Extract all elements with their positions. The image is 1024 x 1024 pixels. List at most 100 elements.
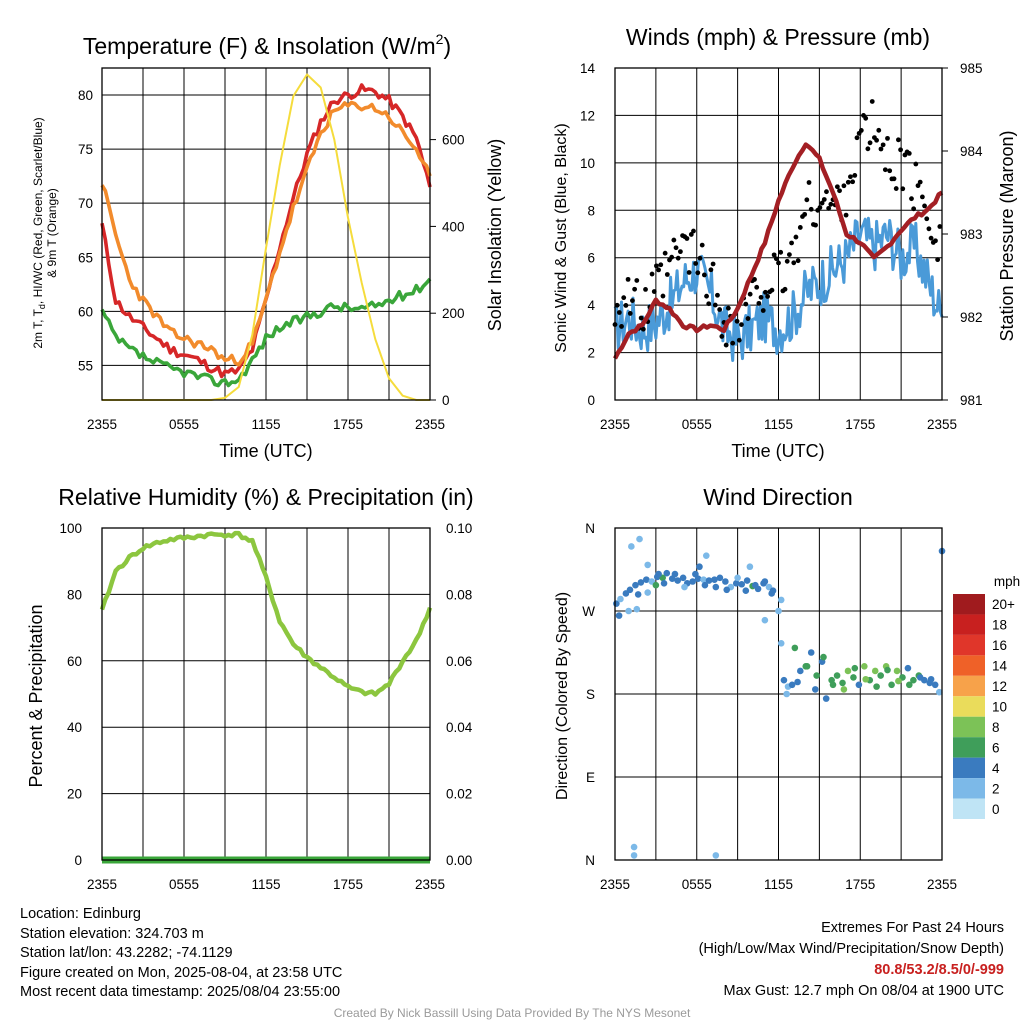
rh-y-tick-label: 60 — [67, 654, 82, 669]
dir-point — [692, 570, 699, 578]
wind-gust-point — [715, 292, 720, 298]
wind-gust-point — [874, 137, 879, 143]
wind-gust-point — [843, 212, 849, 218]
dir-point — [780, 676, 788, 684]
dir-point — [705, 577, 713, 584]
dir-y-tick-label: E — [586, 770, 595, 785]
temp-y2-tick-label: 600 — [442, 133, 465, 148]
dir-point — [634, 591, 642, 598]
colorbar-swatch — [953, 798, 985, 819]
wind-gust-point — [754, 284, 760, 290]
rh-y2-tick-label: 0.02 — [446, 787, 472, 802]
colorbar-label: 0 — [992, 802, 1000, 817]
wind-gust-point — [730, 340, 736, 346]
wind-gust-point — [837, 188, 842, 194]
dir-point — [811, 686, 819, 693]
dir-point — [803, 663, 811, 670]
dir-point — [696, 563, 703, 571]
dir-point — [777, 639, 785, 647]
temp-y-tick-label: 55 — [78, 358, 93, 373]
wind-gust-point — [813, 222, 818, 228]
wind-gust-point — [776, 260, 781, 266]
dir-point — [861, 663, 868, 670]
temp-y-tick-label: 65 — [78, 250, 93, 265]
wind-gust-point — [802, 211, 808, 217]
location-text: Location: Edinburg — [20, 906, 141, 922]
dir-point — [702, 552, 710, 559]
wind-gust-point — [828, 201, 834, 207]
dir-point — [681, 583, 688, 591]
rh-y-tick-label: 20 — [67, 787, 82, 802]
wind-gust-point — [865, 146, 871, 152]
wind-gust-point — [926, 226, 932, 232]
dir-point — [743, 577, 751, 584]
wind-y-tick-label: 6 — [587, 251, 595, 266]
rh-y2-tick-label: 0.00 — [446, 853, 472, 868]
wind-gust-point — [723, 342, 729, 348]
dir-point — [652, 581, 660, 589]
dir-point — [888, 681, 895, 689]
wind-x-tick-label: 1155 — [764, 417, 793, 432]
wind-gust-point — [878, 146, 884, 152]
wind-gust-point — [821, 197, 827, 202]
temp-y-tick-label: 70 — [78, 196, 93, 211]
wind-gust-point — [630, 298, 635, 304]
wind-gust-point — [623, 303, 629, 308]
dir-y-tick-label: S — [586, 687, 595, 702]
wind-gust-point — [688, 232, 694, 237]
dir-point — [689, 578, 696, 585]
dir-point — [734, 574, 741, 582]
wind-gust-point — [621, 295, 627, 301]
wind-gust-point — [651, 289, 657, 294]
wind-gust-point — [891, 176, 897, 182]
dir-point — [839, 679, 846, 687]
wind-gust-point — [658, 262, 664, 268]
wind-gust-point — [671, 237, 677, 243]
wind-y2-tick-label: 983 — [960, 227, 983, 242]
wind-gust-point — [704, 293, 709, 299]
wind-y2-axis-label: Station Pressure (Maroon) — [997, 130, 1017, 341]
recent-text: Most recent data timestamp: 2025/08/04 2… — [20, 984, 341, 1000]
colorbar-label: 18 — [992, 618, 1007, 633]
dir-point — [791, 644, 799, 652]
dir-point — [783, 690, 790, 698]
dir-x-tick-label: 2355 — [927, 877, 957, 892]
dir-point — [742, 587, 750, 595]
wind-gust-point — [913, 161, 919, 167]
rh-x-tick-label: 0555 — [169, 877, 199, 892]
wind-gust-point — [656, 267, 661, 273]
colorbar-label: 16 — [992, 638, 1007, 653]
temp-y-tick-label: 75 — [78, 142, 93, 157]
wind-gust-point — [841, 183, 847, 189]
dir-point — [935, 688, 943, 696]
rh-x-tick-label: 1155 — [251, 877, 280, 892]
dir-point — [895, 677, 902, 685]
dir-point — [625, 607, 632, 615]
wind-y-axis-label: Sonic Wind & Gust (Blue, Black) — [553, 123, 570, 352]
temp-x-tick-label: 1155 — [251, 417, 280, 432]
dir-point — [636, 535, 643, 543]
dir-point — [712, 583, 720, 591]
wind-gust-point — [678, 249, 683, 255]
dir-point — [615, 612, 623, 619]
rh-x-tick-label: 2355 — [87, 877, 117, 892]
wind-gust-point — [673, 245, 679, 251]
wind-gust-point — [643, 287, 648, 292]
wind-gust-point — [662, 250, 668, 256]
wind-gust-point — [693, 261, 699, 266]
wind-gust-point — [784, 258, 790, 264]
wind-gust-point — [795, 258, 801, 264]
dir-point — [722, 578, 729, 585]
wind-gust-point — [760, 308, 766, 313]
wind-gust-point — [699, 242, 705, 248]
dir-point — [829, 681, 837, 689]
wind-gust-point — [649, 271, 655, 277]
wind-gust-point — [697, 255, 703, 261]
dir-point — [910, 676, 917, 684]
temp-x-tick-label: 2355 — [87, 417, 117, 432]
wind-gust-point — [640, 326, 646, 332]
wind-gust-point — [782, 286, 788, 292]
wind-gust-point — [791, 260, 797, 266]
dir-point — [820, 653, 827, 661]
